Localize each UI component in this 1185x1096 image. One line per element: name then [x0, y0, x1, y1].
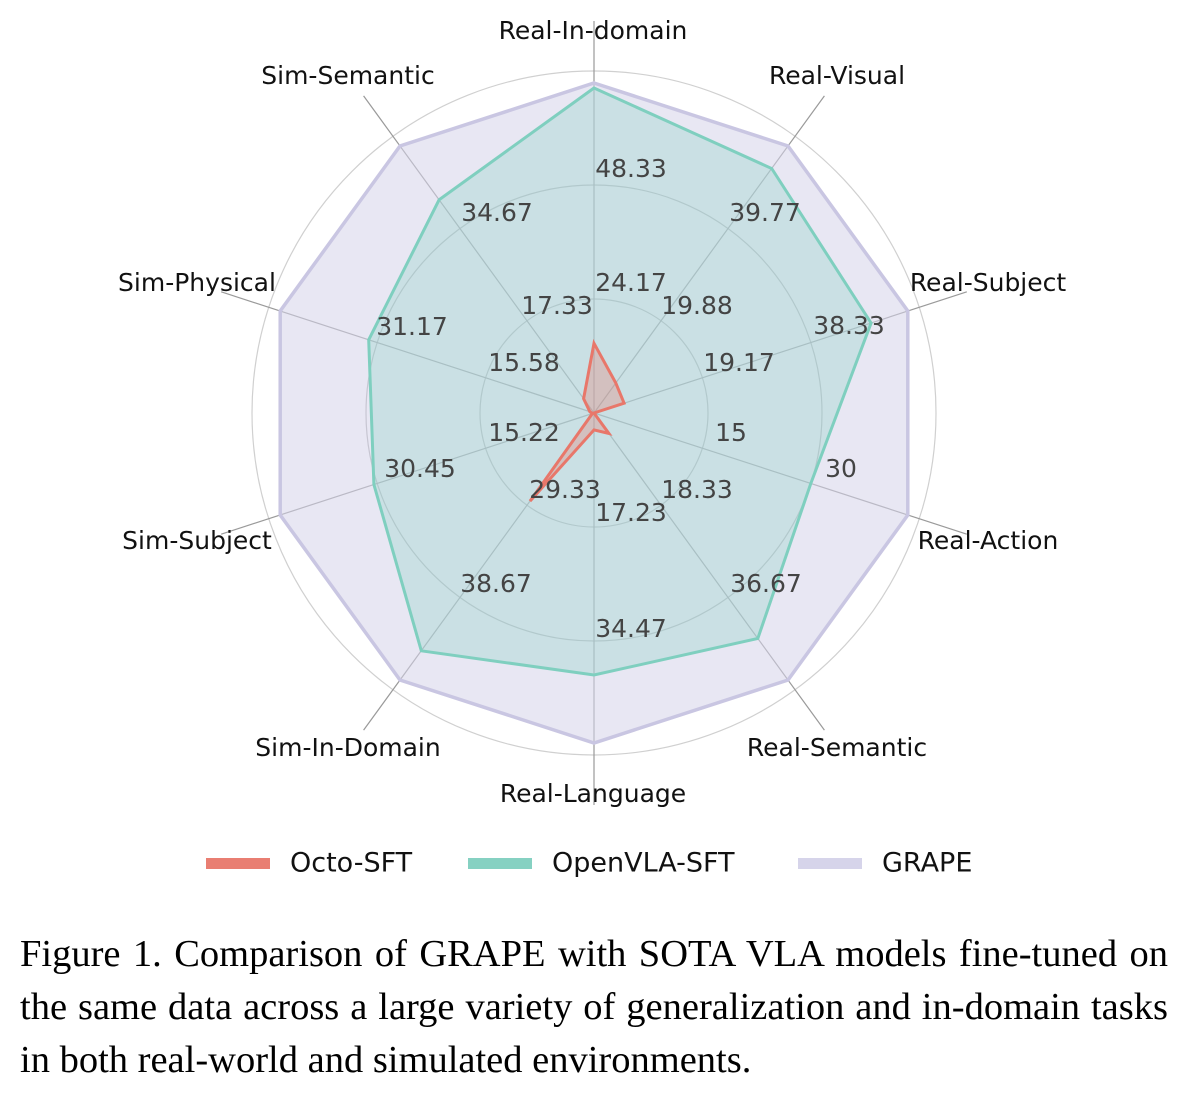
- value-label-openvla-sft: 34.67: [461, 198, 533, 227]
- value-label-openvla-sft: 39.77: [729, 198, 801, 227]
- value-label-octo-sft: 29.33: [529, 475, 601, 504]
- axis-label: Sim-Physical: [118, 268, 276, 297]
- axis-label: Real-Action: [918, 526, 1059, 555]
- axis-label: Real-Visual: [769, 61, 905, 90]
- radar-series: [278, 81, 910, 745]
- axis-label: Real-In-domain: [499, 16, 688, 45]
- figure-caption: Figure 1. Comparison of GRAPE with SOTA …: [20, 933, 1168, 1081]
- value-label-octo-sft: 15.22: [488, 418, 560, 447]
- value-label-openvla-sft: 30: [825, 454, 857, 483]
- axis-label: Real-Subject: [910, 268, 1067, 297]
- value-label-octo-sft: 17.23: [595, 498, 667, 527]
- value-label-octo-sft: 17.33: [521, 291, 593, 320]
- axis-labels: Real-In-domain Real-Visual Real-Subject Rea…: [118, 16, 1066, 808]
- legend-swatch: [206, 858, 270, 869]
- value-label-openvla-sft: 34.47: [595, 614, 667, 643]
- legend-label: GRAPE: [882, 848, 972, 879]
- legend-swatch: [468, 858, 532, 869]
- radar-chart: 48.33 24.17 39.77 19.88 38.33 19.17 30 15 36.67 1…: [118, 16, 1066, 879]
- axis-label: Sim-Semantic: [261, 61, 434, 90]
- legend-label: OpenVLA-SFT: [552, 848, 735, 879]
- value-label-openvla-sft: 38.67: [460, 569, 532, 598]
- value-label-openvla-sft: 48.33: [595, 154, 667, 183]
- value-label-openvla-sft: 31.17: [376, 312, 448, 341]
- value-labels: 48.33 24.17 39.77 19.88 38.33 19.17 30 15 36.67 1…: [376, 154, 885, 643]
- legend-label: Octo-SFT: [290, 848, 413, 879]
- axis-label: Real-Semantic: [747, 733, 927, 762]
- value-label-octo-sft: 15.58: [488, 348, 560, 377]
- value-label-openvla-sft: 36.67: [730, 569, 802, 598]
- series-polygon-openvla-sft: [367, 86, 873, 677]
- series-polygon-octo-sft: [528, 338, 627, 503]
- value-label-octo-sft: 19.88: [661, 291, 733, 320]
- value-label-octo-sft: 24.17: [595, 268, 667, 297]
- axis-label: Sim-In-Domain: [255, 733, 440, 762]
- value-label-octo-sft: 15: [715, 418, 747, 447]
- value-label-openvla-sft: 30.45: [384, 454, 456, 483]
- value-label-octo-sft: 19.17: [703, 348, 775, 377]
- legend: Octo-SFT OpenVLA-SFT GRAPE: [206, 848, 972, 879]
- axis-label: Real-Language: [500, 779, 686, 808]
- value-label-octo-sft: 18.33: [661, 475, 733, 504]
- value-label-openvla-sft: 38.33: [813, 311, 885, 340]
- legend-swatch: [798, 858, 862, 869]
- axis-label: Sim-Subject: [122, 526, 272, 555]
